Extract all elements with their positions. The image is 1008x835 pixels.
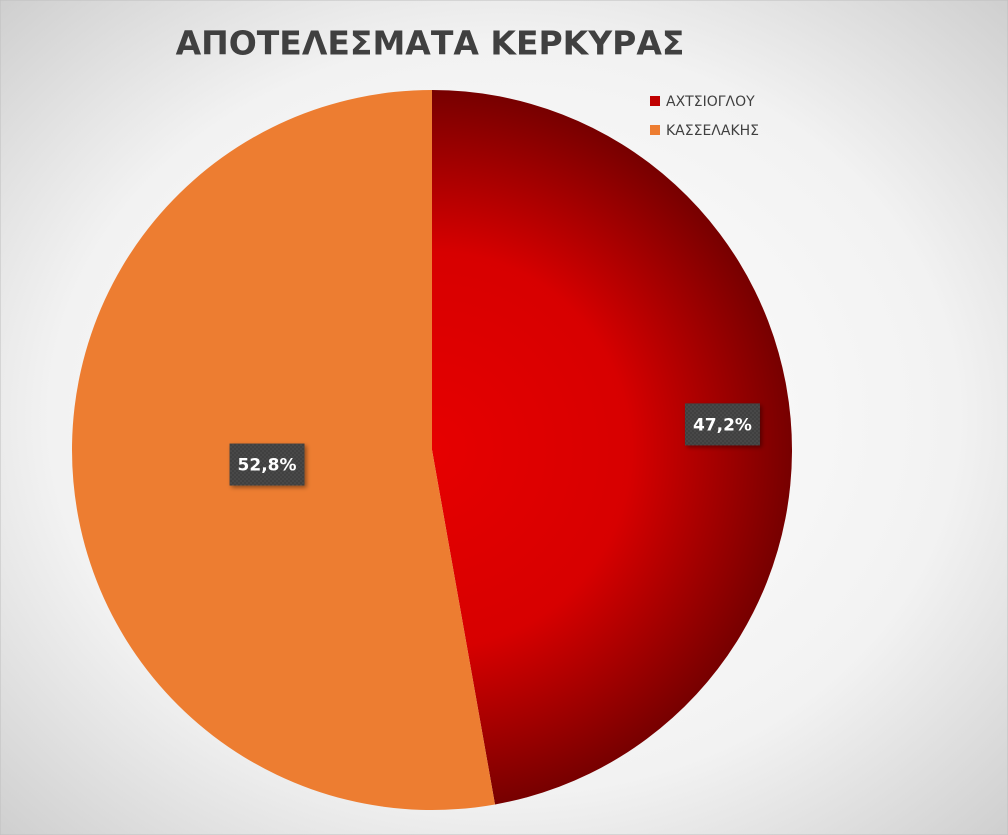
pie-slice <box>432 90 793 805</box>
chart-title: ΑΠΟΤΕΛΕΣΜΑΤΑ ΚΕΡΚΥΡΑΣ <box>176 24 685 63</box>
data-label: 52,8% <box>238 456 297 476</box>
data-label-box <box>229 443 305 486</box>
data-label-box <box>684 403 760 446</box>
legend-swatch <box>650 96 660 106</box>
legend-label: ΑΧΤΣΙΟΓΛΟΥ <box>666 94 755 110</box>
legend-label: ΚΑΣΣΕΛΑΚΗΣ <box>666 123 759 139</box>
legend-swatch <box>650 125 660 135</box>
data-label: 47,2% <box>693 415 752 435</box>
